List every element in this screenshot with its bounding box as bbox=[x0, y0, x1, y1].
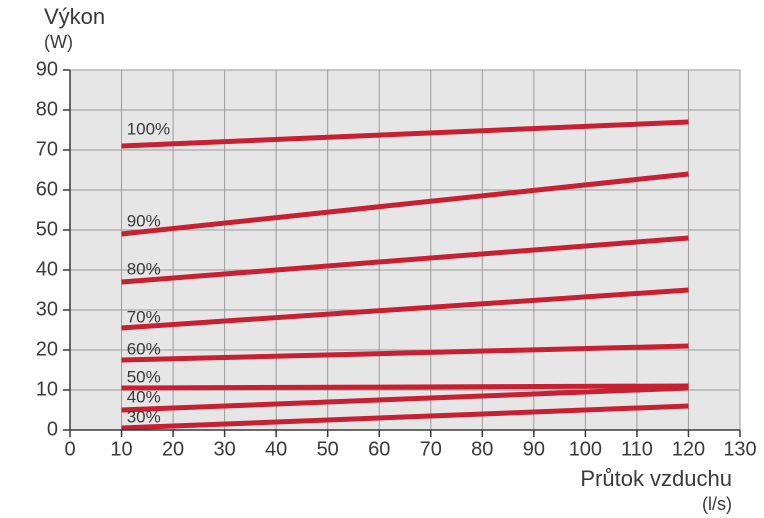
y-axis-unit: (W) bbox=[44, 32, 73, 52]
y-tick-label: 70 bbox=[36, 138, 58, 160]
x-tick-label: 130 bbox=[723, 439, 756, 461]
series-label: 40% bbox=[127, 387, 161, 406]
x-tick-label: 30 bbox=[213, 439, 235, 461]
x-tick-label: 20 bbox=[162, 439, 184, 461]
power-vs-airflow-chart: 100% 90% 80% 70% 60% 50%40%30% 0 10 20 30 40 50 60 70… bbox=[0, 0, 764, 518]
y-tick-label: 0 bbox=[47, 418, 58, 440]
x-tick-label: 70 bbox=[420, 439, 442, 461]
y-tick-label: 60 bbox=[36, 178, 58, 200]
chart-svg: 100% 90% 80% 70% 60% 50%40%30% 0 10 20 30 40 50 60 70… bbox=[0, 0, 764, 518]
x-tick-label: 10 bbox=[110, 439, 132, 461]
x-axis-unit: (l/s) bbox=[702, 494, 732, 514]
y-axis-title: Výkon bbox=[44, 4, 105, 29]
x-tick-label: 60 bbox=[368, 439, 390, 461]
series-line bbox=[122, 386, 689, 388]
y-tick-label: 40 bbox=[36, 258, 58, 280]
series-label: 50% bbox=[127, 367, 161, 386]
x-tick-label: 90 bbox=[523, 439, 545, 461]
y-tick-label: 90 bbox=[36, 58, 58, 80]
series-label: 70% bbox=[127, 307, 161, 326]
x-tick-label: 100 bbox=[569, 439, 602, 461]
x-tick-label: 80 bbox=[471, 439, 493, 461]
series-label: 80% bbox=[127, 259, 161, 278]
y-tick-label: 10 bbox=[36, 378, 58, 400]
y-tick-label: 80 bbox=[36, 98, 58, 120]
series-label: 100% bbox=[127, 119, 170, 138]
x-tick-label: 0 bbox=[64, 439, 75, 461]
y-tick-label: 30 bbox=[36, 298, 58, 320]
y-tick-label: 20 bbox=[36, 338, 58, 360]
series-label: 30% bbox=[127, 407, 161, 426]
x-tick-label: 120 bbox=[672, 439, 705, 461]
x-tick-label: 40 bbox=[265, 439, 287, 461]
x-tick-label: 50 bbox=[317, 439, 339, 461]
y-tick-label: 50 bbox=[36, 218, 58, 240]
x-tick-label: 110 bbox=[621, 439, 653, 461]
x-axis-title: Průtok vzduchu bbox=[580, 466, 732, 491]
series-label: 90% bbox=[127, 211, 161, 230]
series-label: 60% bbox=[127, 339, 161, 358]
